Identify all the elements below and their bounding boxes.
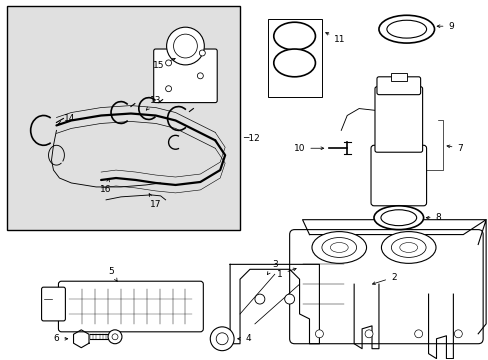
Ellipse shape (386, 20, 426, 38)
Text: 8: 8 (426, 213, 441, 222)
Text: 1: 1 (276, 268, 296, 279)
Ellipse shape (311, 231, 366, 264)
Text: 15: 15 (153, 58, 175, 71)
Circle shape (199, 50, 205, 56)
Text: 13: 13 (146, 96, 161, 110)
Circle shape (365, 330, 372, 338)
Text: 11: 11 (325, 32, 345, 44)
Text: 17: 17 (149, 194, 161, 209)
Text: 9: 9 (436, 22, 453, 31)
FancyBboxPatch shape (376, 77, 420, 95)
Ellipse shape (380, 210, 416, 226)
Ellipse shape (173, 34, 197, 58)
Text: 5: 5 (108, 267, 117, 281)
Ellipse shape (378, 15, 434, 43)
Circle shape (414, 330, 422, 338)
Text: 10: 10 (293, 144, 323, 153)
Text: 2: 2 (372, 273, 396, 284)
Circle shape (284, 294, 294, 304)
Bar (267, 19, 322, 96)
Text: ─12: ─12 (243, 134, 259, 143)
Ellipse shape (373, 206, 423, 230)
Circle shape (112, 334, 118, 340)
FancyBboxPatch shape (153, 49, 217, 103)
Bar (7, 6, 240, 230)
Circle shape (108, 330, 122, 344)
Circle shape (216, 333, 228, 345)
Bar (390, 73, 406, 81)
Text: 6: 6 (54, 334, 67, 343)
Circle shape (197, 73, 203, 79)
FancyBboxPatch shape (59, 281, 203, 332)
FancyBboxPatch shape (370, 145, 426, 206)
Ellipse shape (166, 27, 204, 65)
Ellipse shape (330, 243, 347, 252)
Ellipse shape (273, 22, 315, 50)
Circle shape (165, 60, 171, 66)
Text: 4: 4 (237, 334, 250, 343)
Text: 7: 7 (446, 144, 462, 153)
Circle shape (210, 327, 234, 351)
Text: 14: 14 (58, 114, 75, 124)
Circle shape (165, 86, 171, 92)
Ellipse shape (390, 238, 425, 257)
FancyBboxPatch shape (41, 287, 65, 321)
Text: 16: 16 (100, 179, 112, 194)
Ellipse shape (381, 231, 435, 264)
Circle shape (453, 330, 461, 338)
Circle shape (254, 294, 264, 304)
FancyBboxPatch shape (289, 230, 482, 344)
Text: 3: 3 (267, 260, 277, 275)
Circle shape (315, 330, 323, 338)
Ellipse shape (399, 243, 417, 252)
Ellipse shape (321, 238, 356, 257)
Ellipse shape (273, 49, 315, 77)
FancyBboxPatch shape (374, 87, 422, 152)
